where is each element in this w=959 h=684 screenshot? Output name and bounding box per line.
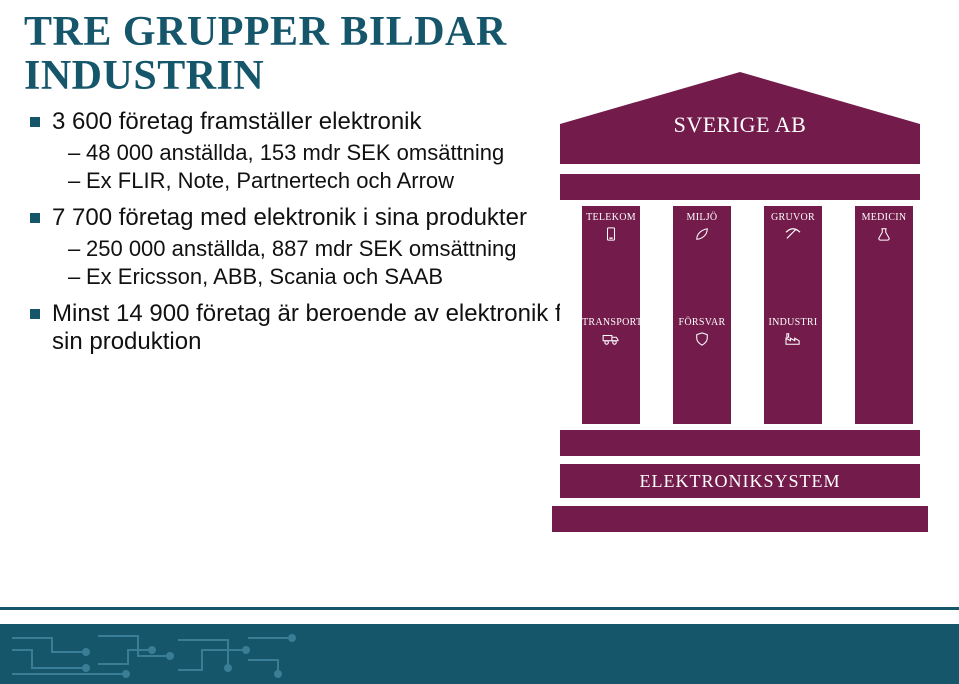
phone-icon [582,227,640,245]
architrave [560,430,920,456]
bullet-level-2: 48 000 anställda, 153 mdr SEK omsättning [68,140,604,166]
building-infographic: SVERIGE AB TELEKOM TRANSPORT MILJÖ FÖRSVAR G… [560,72,930,472]
base-label: ELEKTRONIKSYSTEM [560,464,920,498]
column-mid-label: INDUSTRI [764,317,822,328]
roof-label: SVERIGE AB [560,112,920,138]
slide-title: TRE GRUPPER BILDAR INDUSTRIN [24,10,604,98]
circuit-pattern [8,630,308,678]
title-line-2: INDUSTRIN [24,53,264,99]
entablature [560,174,920,200]
column-top-label: TELEKOM [582,212,640,223]
column-top-label: GRUVOR [764,212,822,223]
bullet-level-1: 3 600 företag framställer elektronik [30,108,604,136]
column-top-label: MEDICIN [855,212,913,223]
building-column: MEDICIN [855,206,913,424]
footer: WWW.SMARTAREELEKTRONIKSYSTEM.SE [0,607,959,684]
bullet-level-2: 250 000 anställda, 887 mdr SEK omsättnin… [68,236,604,262]
mining-icon [764,227,822,245]
text-content: TRE GRUPPER BILDAR INDUSTRIN 3 600 föret… [24,10,604,360]
footer-band: WWW.SMARTAREELEKTRONIKSYSTEM.SE [0,624,959,684]
bullet-level-1: 7 700 företag med elektronik i sina prod… [30,204,604,232]
column-mid-label: FÖRSVAR [673,317,731,328]
bullet-level-1: Minst 14 900 företag är beroende av elek… [30,300,604,356]
truck-icon [582,332,640,350]
building-column: TELEKOM TRANSPORT [582,206,640,424]
column-icon [855,317,913,335]
base-plinth [552,506,928,532]
factory-icon [764,332,822,350]
column-mid-label: TRANSPORT [582,317,640,328]
building-column: GRUVOR INDUSTRI [764,206,822,424]
leaf-icon [673,227,731,245]
title-line-1: TRE GRUPPER BILDAR [24,9,507,55]
shield-icon [673,332,731,350]
column-top-label: MILJÖ [673,212,731,223]
flask-icon [855,227,913,245]
bullet-list: 3 600 företag framställer elektronik 48 0… [24,108,604,356]
footer-rule [0,607,959,610]
building-roof: SVERIGE AB [560,72,920,164]
bullet-level-2: Ex FLIR, Note, Partnertech och Arrow [68,168,604,194]
columns-area: TELEKOM TRANSPORT MILJÖ FÖRSVAR GRUVOR INDUST… [560,200,920,430]
building-column: MILJÖ FÖRSVAR [673,206,731,424]
bullet-level-2: Ex Ericsson, ABB, Scania och SAAB [68,264,604,290]
